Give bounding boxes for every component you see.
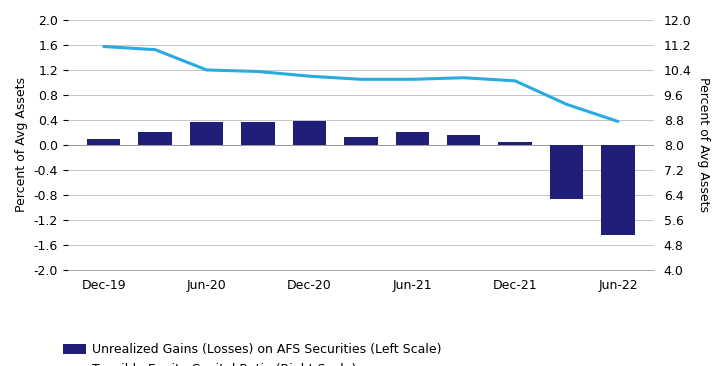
Tangible Equity Capital Ratio (Right Scale) <box>460 75 468 80</box>
Tangible Equity Capital Ratio (Right Scale) <box>254 69 262 74</box>
Tangible Equity Capital Ratio (Right Scale) <box>99 44 108 49</box>
Y-axis label: Percent of Avg Assets: Percent of Avg Assets <box>15 77 28 212</box>
Bar <box>241 122 275 145</box>
Bar <box>344 137 378 145</box>
Bar <box>293 121 326 145</box>
Bar <box>601 145 634 235</box>
Bar <box>138 132 172 145</box>
Bar <box>550 145 584 199</box>
Line: Tangible Equity Capital Ratio (Right Scale): Tangible Equity Capital Ratio (Right Sca… <box>104 46 618 122</box>
Tangible Equity Capital Ratio (Right Scale) <box>408 77 417 82</box>
Bar <box>396 132 429 145</box>
Tangible Equity Capital Ratio (Right Scale) <box>305 74 314 78</box>
Tangible Equity Capital Ratio (Right Scale) <box>202 68 211 72</box>
Bar <box>498 142 532 145</box>
Tangible Equity Capital Ratio (Right Scale) <box>357 77 365 82</box>
Y-axis label: Percent of Avg Assets: Percent of Avg Assets <box>697 77 710 212</box>
Tangible Equity Capital Ratio (Right Scale) <box>511 79 520 83</box>
Tangible Equity Capital Ratio (Right Scale) <box>151 48 160 52</box>
Bar <box>190 122 223 145</box>
Tangible Equity Capital Ratio (Right Scale) <box>562 102 571 107</box>
Bar <box>87 139 120 145</box>
Bar <box>447 135 481 145</box>
Tangible Equity Capital Ratio (Right Scale) <box>613 119 622 124</box>
Legend: Unrealized Gains (Losses) on AFS Securities (Left Scale), Tangible Equity Capita: Unrealized Gains (Losses) on AFS Securit… <box>58 339 447 366</box>
